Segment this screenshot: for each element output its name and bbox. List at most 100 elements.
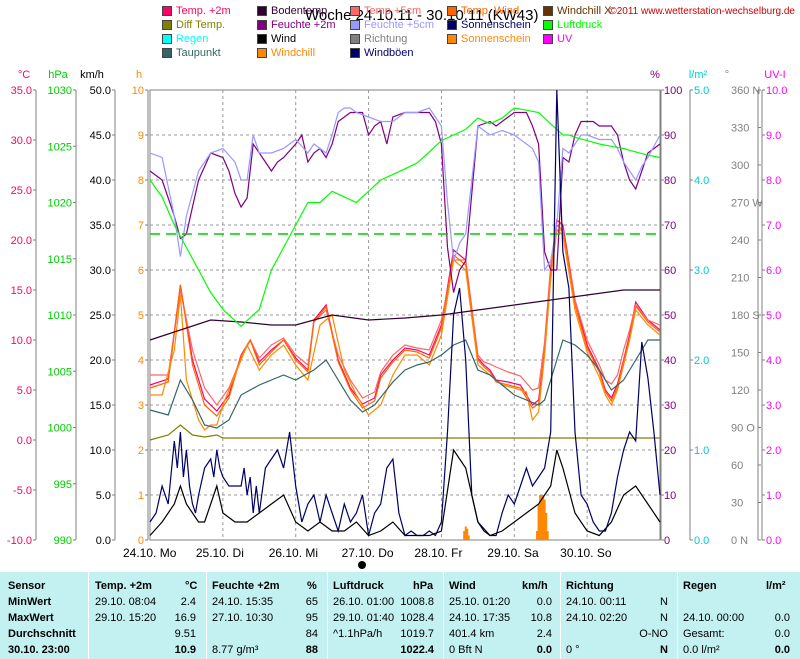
axis-tick-label: 2.0 [694,355,709,367]
stat-cell-label: Durchschnitt [8,628,76,640]
stat-cell-wind-v: 0.0 [536,644,552,656]
axis-tick-label: 30 [664,400,676,412]
stat-cell-wind-v: 10.8 [530,612,552,624]
legend-swatch [543,20,553,30]
chart-title: Woche 24.10.11 - 30.10.11 (KW43) [305,7,538,24]
axis-tick-label: 1030 [48,85,72,97]
axis-tick-label: 20 [664,445,676,457]
x-day-label: 29.10. Sa [487,546,539,560]
series-line [149,223,661,417]
stat-cell-feu-v: 88 [305,644,318,656]
series-line [149,107,661,328]
series-line [149,448,661,537]
header-feuchte: Feuchte +2m [212,580,280,592]
axis-tick-label: 4 [138,355,144,367]
header-richtung: Richtung [566,580,614,592]
legend-label: Richtung [364,33,408,45]
legend-label: Temp.+5cm [364,5,422,17]
stat-cell-feu-v: 84 [305,628,318,640]
series-line [150,229,661,407]
axis-tick-label: 0.0 [694,535,709,547]
axis-tick-label: 10.0 [766,85,787,97]
legend-label: Windböen [364,47,414,59]
stat-cell-label: MinWert [8,596,52,608]
axis-tick-label: 210 [731,273,749,285]
axis-tick-label: -10.0 [7,535,32,547]
stat-cell-temp-v: 10.9 [174,644,196,656]
axis-tick-label: 5.0 [766,310,781,322]
stat-cell-feu-t: 24.10. 15:35 [212,596,274,608]
axis-tick-label: 40.0 [90,175,111,187]
stat-cell-temp-v: 9.51 [174,628,196,640]
legend-label: Temp. Wind [461,5,520,17]
stat-cell-reg-v: 0.0 [774,628,790,640]
axis-tick-label: 30.0 [90,265,111,277]
axis-tick-label: 3.0 [766,400,781,412]
legend-swatch [447,6,457,16]
axis-tick-label: 180 S [731,310,760,322]
axis-tick-label: 1010 [48,310,72,322]
legend-label: Wind [271,33,297,45]
axis-tick-label: 9 [138,130,144,142]
legend-swatch [162,34,172,44]
stat-cell-reg-v: 0.0 [774,612,790,624]
sunshine-bar [466,528,469,540]
legend-label: Luftdruck [557,19,603,31]
stat-cell-label: 30.10. 23:00 [8,644,70,656]
axis-tick-label: 100 [664,85,682,97]
stat-cell-feu-t: 8.77 g/m³ [212,644,259,656]
legend-label: Sonnenschein [461,19,531,31]
sunshine-bar [539,495,542,540]
stat-cell-wind-t: 24.10. 17:35 [449,612,511,624]
series-line [149,424,660,441]
axis-tick-label: 300 [731,160,749,172]
axis-tick-label: 6.0 [766,265,781,277]
axis-tick-label: 60 [664,265,676,277]
stat-cell-reg-t: 0.0 l/m² [683,644,720,656]
axis-tick-label: 50 [664,310,676,322]
stat-cell-luft-t: 29.10. 01:40 [333,612,395,624]
series-lines [149,89,661,537]
legend-swatch [447,34,457,44]
legend-label: UV [557,33,573,45]
axis-tick-label: 150 [731,348,749,360]
legend-swatch [350,34,360,44]
header-wind: Wind [449,580,476,592]
axis-tick-label: 0.0 [96,535,111,547]
legend-swatch [350,6,360,16]
axis-tick-label: 10 [664,490,676,502]
legend-label: Taupunkt [176,47,221,59]
axis-unit: km/h [80,69,104,81]
axis-tick-label: 1025 [48,141,72,153]
axis-tick-label: 1.0 [766,490,781,502]
legend-swatch [350,20,360,30]
stat-cell-ri-v: N [660,612,668,624]
legend-label: Bodentemp. [271,5,331,17]
x-day-label: 25.10. Di [196,546,244,560]
stat-cell-reg-t: Gesamt: [683,628,725,640]
axis-tick-label: 8.0 [766,175,781,187]
legend-label: Regen [176,33,209,45]
axis-tick-label: 10.0 [90,445,111,457]
weather-chart: °C35.030.025.020.015.010.05.00.0-5.0-10.… [6,6,796,569]
sunshine-bar [463,531,466,540]
sunshine-bar [543,499,546,540]
axis-tick-label: 0 N [731,535,748,547]
header-wind-unit: km/h [522,580,548,592]
stat-cell-wind-t: 25.10. 01:20 [449,596,511,608]
legend-swatch [257,6,267,16]
axis-tick-label: 35.0 [90,220,111,232]
header-sensor: Sensor [8,580,46,592]
stat-cell-ri-v: O-NO [639,628,668,640]
sunshine-bar [545,513,548,540]
axis-tick-label: 1 [138,490,144,502]
header-luftdruck: Luftdruck [333,580,384,592]
axis-tick-label: 7.0 [766,220,781,232]
legend-label: Feuchte +2m [271,19,336,31]
stat-cell-ri-t: 0 ° [566,644,580,656]
legend-swatch [350,48,360,58]
axis-tick-label: 5.0 [694,85,709,97]
axis-unit: UV-I [764,69,785,81]
axis-tick-label: 0 [664,535,670,547]
axis-tick-label: 7 [138,220,144,232]
